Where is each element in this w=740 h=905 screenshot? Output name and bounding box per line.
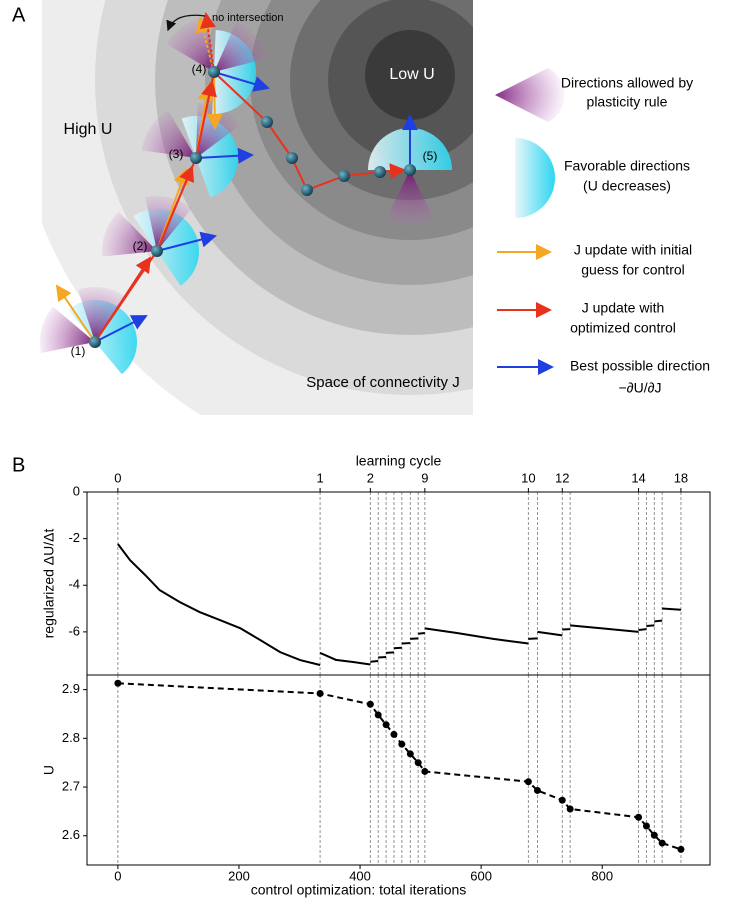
- y-axis-label: U: [41, 765, 57, 775]
- x2-tick-label: 1: [316, 470, 323, 485]
- x2-tick-label: 18: [674, 470, 688, 485]
- data-line: [570, 625, 638, 632]
- point-label: (2): [133, 239, 148, 253]
- data-point: [635, 814, 642, 821]
- data-point: [407, 750, 414, 757]
- ball: [286, 152, 298, 164]
- legend-text: −∂U/∂J: [618, 380, 661, 396]
- panel-label: B: [12, 454, 25, 476]
- data-line: [639, 629, 647, 630]
- data-point: [567, 805, 574, 812]
- y-tick-label: -2: [68, 530, 80, 545]
- x2-tick-label: 12: [555, 470, 569, 485]
- ball: [301, 184, 313, 196]
- legend-text: (U decreases): [583, 178, 671, 194]
- legend-half-disc: [515, 138, 555, 218]
- data-point: [383, 721, 390, 728]
- data-point: [367, 701, 374, 708]
- ball: [404, 164, 416, 176]
- legend-wedge: [495, 68, 565, 122]
- data-line: [654, 621, 662, 622]
- data-line: [370, 661, 378, 662]
- high-u-label: High U: [64, 121, 113, 138]
- y-tick-label: 0: [73, 483, 80, 498]
- data-line: [662, 609, 681, 610]
- ball: [261, 116, 273, 128]
- space-label: Space of connectivity J: [306, 374, 459, 391]
- x-tick-label: 600: [470, 868, 492, 883]
- annotation: no intersection: [212, 12, 284, 24]
- data-line: [320, 653, 370, 665]
- data-point: [317, 690, 324, 697]
- data-line: [425, 628, 529, 643]
- ball: [208, 66, 220, 78]
- orange-arrow: [214, 72, 215, 128]
- legend-text: guess for control: [581, 262, 685, 278]
- y-tick-label: 2.6: [62, 827, 80, 842]
- legend-text: plasticity rule: [587, 94, 668, 110]
- legend-text: Directions allowed by: [561, 75, 693, 91]
- y-tick-label: 2.9: [62, 681, 80, 696]
- x-tick-label: 800: [591, 868, 613, 883]
- x2-tick-label: 10: [521, 470, 535, 485]
- data-point: [421, 768, 428, 775]
- legend-text: J update with: [582, 300, 665, 316]
- x2-tick-label: 9: [421, 470, 428, 485]
- ball: [151, 245, 163, 257]
- point-label: (5): [423, 149, 438, 163]
- data-line: [537, 632, 562, 635]
- legend-text: Favorable directions: [564, 158, 690, 174]
- y-tick-label: 2.8: [62, 730, 80, 745]
- panel-a: A no intersection Low U High U Space of …: [12, 0, 740, 475]
- y-tick-label: -4: [68, 577, 80, 592]
- legend-text: optimized control: [570, 320, 676, 336]
- x2-axis-label: learning cycle: [356, 453, 442, 469]
- legend-text: J update with initial: [574, 242, 692, 258]
- data-line: [418, 633, 425, 634]
- data-point: [643, 823, 650, 830]
- panel-label: A: [12, 4, 26, 26]
- data-point: [525, 778, 532, 785]
- point-label: (4): [192, 62, 207, 76]
- data-point: [114, 680, 121, 687]
- data-point: [398, 741, 405, 748]
- data-point: [415, 759, 422, 766]
- data-point: [375, 711, 382, 718]
- plot-frame: [87, 675, 710, 865]
- x2-tick-label: 2: [367, 470, 374, 485]
- x-axis-label: control optimization: total iterations: [251, 882, 467, 898]
- data-line: [118, 683, 681, 849]
- point-label: (1): [71, 344, 86, 358]
- legend: Directions allowed by plasticity rule Fa…: [495, 68, 710, 396]
- ball: [338, 170, 350, 182]
- point-label: (3): [169, 147, 184, 161]
- legend-text: Best possible direction: [570, 358, 710, 374]
- data-line: [646, 625, 654, 626]
- data-point: [651, 832, 658, 839]
- data-point: [559, 797, 566, 804]
- data-point: [659, 840, 666, 847]
- y-axis-label: regularized ΔU/Δt: [41, 529, 57, 639]
- ball: [374, 166, 386, 178]
- x2-tick-label: 0: [114, 470, 121, 485]
- y-tick-label: 2.7: [62, 778, 80, 793]
- data-point: [677, 846, 684, 853]
- x-tick-label: 0: [114, 868, 121, 883]
- low-u-label: Low U: [389, 66, 434, 83]
- x-tick-label: 200: [228, 868, 250, 883]
- ball: [190, 152, 202, 164]
- x2-tick-label: 14: [631, 470, 645, 485]
- data-point: [534, 787, 541, 794]
- y-tick-label: -6: [68, 623, 80, 638]
- data-line: [118, 544, 320, 665]
- ball: [89, 336, 101, 348]
- data-point: [390, 731, 397, 738]
